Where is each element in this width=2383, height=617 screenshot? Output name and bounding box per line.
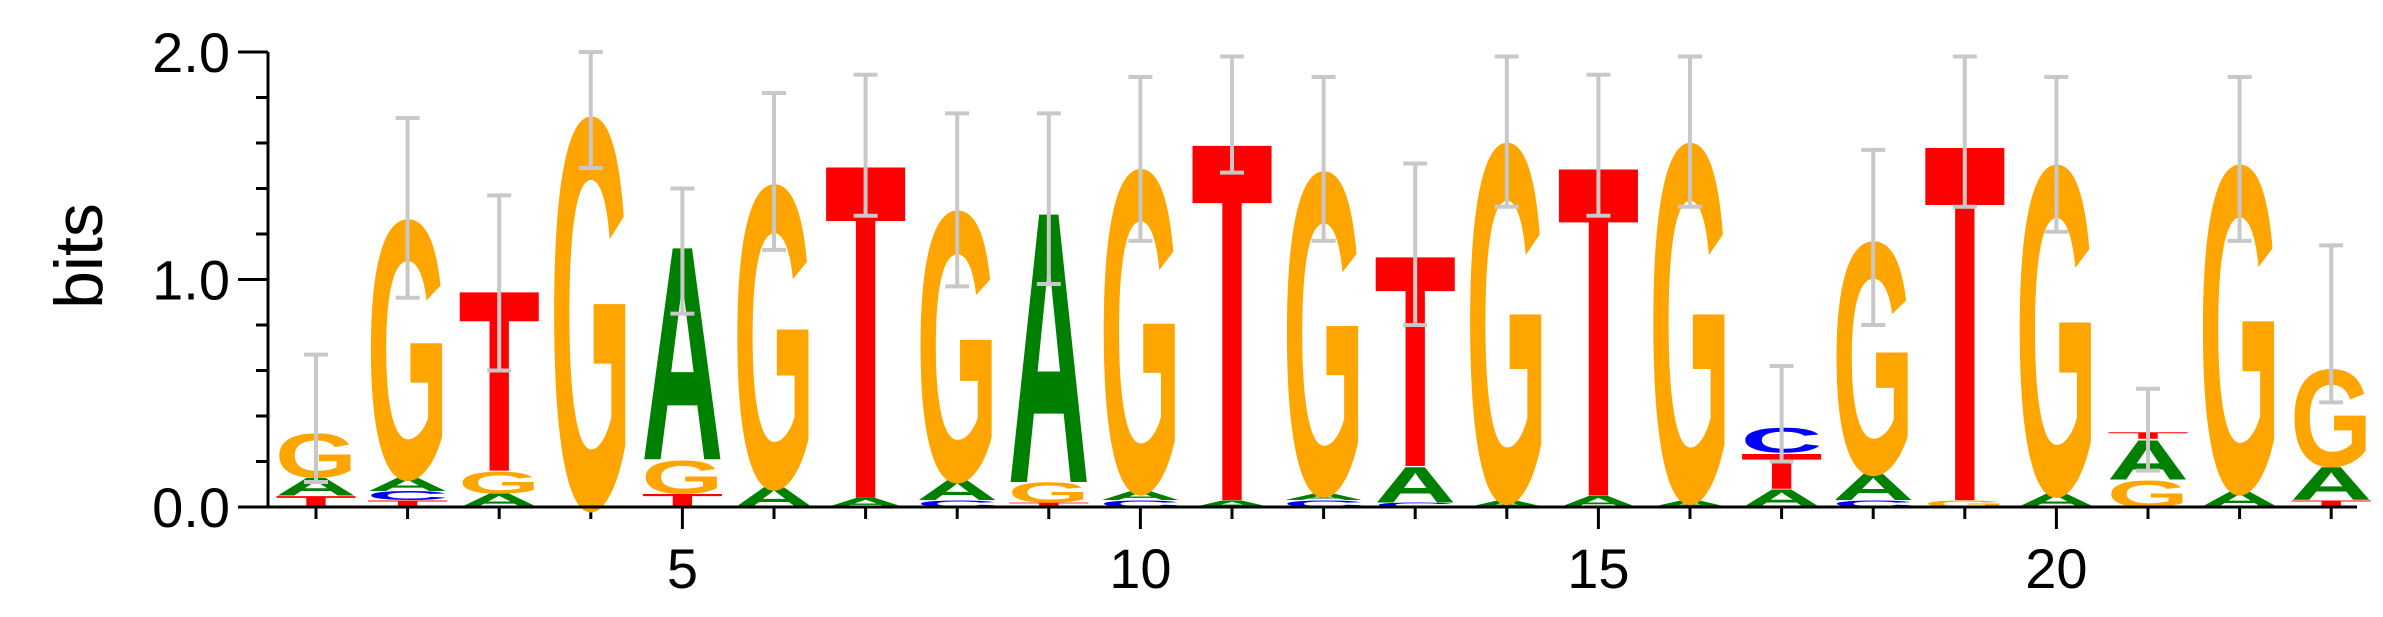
logo-letter-c: C [1374,501,1456,508]
logo-letter-c: C [367,489,449,503]
y-tick-label: 1.0 [152,249,230,312]
logo-letter-g: G [641,451,723,504]
x-tick-label: 5 [667,537,698,600]
x-tick-label: 20 [2025,537,2087,600]
logo-letter-g: G [1924,498,2006,509]
logo-letter-a: A [1832,466,1914,509]
logo-letter-g: G [458,465,540,500]
logo-letter-a: A [1099,489,1181,503]
logo-letter-a: A [916,474,998,506]
logo-letter-a: A [1649,499,1731,510]
x-axis: 5 10 15 20 [314,507,2333,600]
y-axis-label: bits [41,203,117,309]
x-tick-label: 10 [1109,537,1171,600]
logo-letter-t: T [1008,501,1090,508]
logo-letter-a: A [1283,492,1365,503]
y-tick-label: 2.0 [152,21,230,84]
logo-letter-a: A [1191,499,1273,510]
axes-lines [266,52,2357,509]
logo-letter-a: A [1374,456,1456,513]
logo-letter-c: C [1283,499,1365,510]
logo-letter-a: A [367,474,449,495]
y-tick-label: 0.0 [152,476,230,539]
logo-letter-c: C [1099,499,1181,510]
logo-letter-t: T [2290,499,2372,510]
y-axis: 0.0 1.0 2.0 [152,21,268,539]
logo-letter-c: C [1832,499,1914,510]
x-tick-label: 15 [1567,537,1629,600]
logo-letter-c: C [916,499,998,510]
error-bars [304,50,2344,484]
logo-letter-t: T [367,499,449,510]
logo-letter-a: A [2290,458,2372,511]
logo-letter-g: G [1008,477,1090,509]
logo-letter-a: A [1466,499,1548,510]
